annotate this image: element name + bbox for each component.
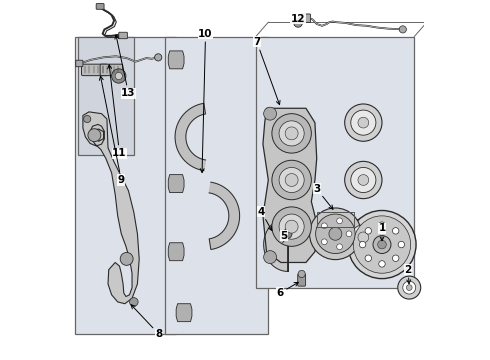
Circle shape — [351, 225, 376, 250]
Circle shape — [358, 175, 368, 185]
Polygon shape — [168, 51, 184, 69]
Polygon shape — [168, 175, 184, 193]
Bar — [256, 37, 414, 288]
Circle shape — [344, 104, 382, 141]
Circle shape — [298, 270, 305, 278]
Circle shape — [310, 208, 361, 260]
FancyBboxPatch shape — [81, 64, 108, 76]
Circle shape — [351, 110, 376, 135]
Circle shape — [337, 244, 343, 249]
Polygon shape — [83, 112, 139, 304]
Circle shape — [351, 167, 376, 193]
Circle shape — [379, 261, 385, 267]
Bar — [317, 212, 354, 226]
FancyBboxPatch shape — [298, 274, 306, 286]
Circle shape — [373, 235, 391, 253]
Circle shape — [112, 69, 126, 83]
Circle shape — [272, 114, 311, 153]
Circle shape — [379, 222, 385, 228]
Text: 1: 1 — [378, 224, 386, 241]
Text: 13: 13 — [115, 35, 136, 98]
Circle shape — [348, 211, 416, 279]
Polygon shape — [209, 182, 240, 249]
Text: 2: 2 — [405, 265, 412, 284]
Circle shape — [344, 161, 382, 199]
Circle shape — [264, 107, 276, 120]
Circle shape — [272, 207, 311, 246]
Bar — [75, 37, 176, 334]
FancyBboxPatch shape — [96, 4, 104, 9]
FancyBboxPatch shape — [119, 32, 127, 39]
Circle shape — [283, 229, 292, 238]
Circle shape — [399, 26, 406, 33]
Circle shape — [294, 19, 302, 27]
Text: 5: 5 — [280, 231, 287, 240]
Circle shape — [337, 218, 343, 224]
Text: 11: 11 — [108, 65, 127, 158]
Polygon shape — [168, 243, 184, 261]
Polygon shape — [175, 103, 205, 171]
Polygon shape — [176, 304, 192, 321]
Circle shape — [279, 121, 304, 146]
Polygon shape — [264, 218, 288, 271]
Circle shape — [403, 281, 416, 294]
Circle shape — [321, 239, 327, 245]
Text: 4: 4 — [257, 207, 272, 230]
Circle shape — [155, 54, 162, 61]
Circle shape — [398, 276, 421, 299]
Circle shape — [285, 220, 298, 233]
Circle shape — [321, 223, 327, 229]
Circle shape — [398, 241, 405, 248]
Circle shape — [272, 160, 311, 200]
Text: 9: 9 — [99, 76, 125, 185]
Circle shape — [285, 127, 298, 140]
Circle shape — [316, 214, 355, 253]
Text: 12: 12 — [291, 14, 305, 24]
Circle shape — [353, 216, 411, 273]
Circle shape — [344, 219, 382, 256]
Text: 8: 8 — [131, 305, 163, 339]
Text: 3: 3 — [313, 184, 333, 209]
Circle shape — [378, 240, 386, 249]
Bar — [77, 37, 134, 155]
FancyBboxPatch shape — [100, 64, 122, 76]
Circle shape — [392, 228, 399, 234]
Text: 6: 6 — [276, 282, 298, 298]
Circle shape — [365, 255, 371, 261]
Circle shape — [264, 251, 276, 264]
FancyBboxPatch shape — [299, 14, 311, 23]
Circle shape — [115, 72, 122, 80]
Text: 7: 7 — [253, 37, 280, 105]
Circle shape — [329, 227, 342, 240]
Circle shape — [358, 232, 368, 243]
Circle shape — [346, 231, 352, 237]
Circle shape — [406, 285, 412, 291]
Circle shape — [84, 116, 91, 123]
Circle shape — [279, 167, 304, 193]
Circle shape — [120, 252, 133, 265]
Circle shape — [392, 255, 399, 261]
Circle shape — [365, 228, 371, 234]
Circle shape — [279, 214, 304, 239]
Circle shape — [88, 129, 101, 141]
Text: 10: 10 — [198, 29, 213, 172]
Polygon shape — [263, 108, 317, 262]
Bar — [165, 37, 268, 334]
Circle shape — [359, 241, 366, 248]
Circle shape — [129, 298, 138, 306]
Circle shape — [358, 117, 368, 128]
FancyBboxPatch shape — [76, 60, 83, 67]
Circle shape — [285, 174, 298, 186]
